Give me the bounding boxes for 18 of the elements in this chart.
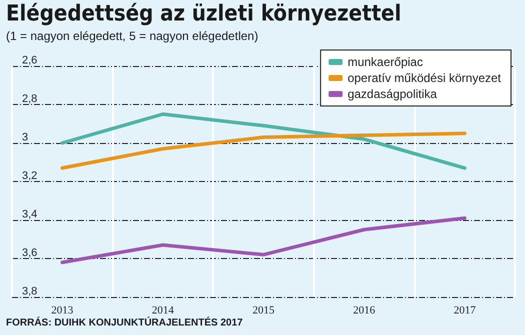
x-tick-label: 2015 [252, 304, 275, 316]
x-tick-label: 2013 [51, 304, 74, 316]
text: FORRÁS: DUIHK KONJUNKTÚRAJELENTÉS 2017 [6, 316, 244, 328]
chart-title: Elégedettség az üzleti környezettel [6, 2, 402, 26]
x-tick-label: 2014 [152, 304, 174, 316]
legend-label: munkaerőpiac [348, 55, 423, 69]
y-tick-label: 3,6 [22, 247, 38, 259]
y-tick-label: 2,8 [22, 93, 38, 105]
y-tick-label: 3 [22, 132, 28, 144]
legend-label: gazdaságpolitika [348, 87, 438, 101]
y-tick-label: 3,2 [22, 170, 38, 182]
x-tick-label: 2017 [454, 304, 476, 316]
y-tick-label: 3,8 [22, 286, 38, 298]
chart-subtitle: (1 = nagyon elégedett, 5 = nagyon elégedetlen) [6, 29, 258, 43]
y-tick-label: 3,4 [22, 208, 38, 220]
y-tick-label: 2,6 [22, 54, 38, 66]
x-tick-label: 2016 [353, 304, 376, 316]
legend-label: operatív működési környezet [348, 71, 502, 85]
